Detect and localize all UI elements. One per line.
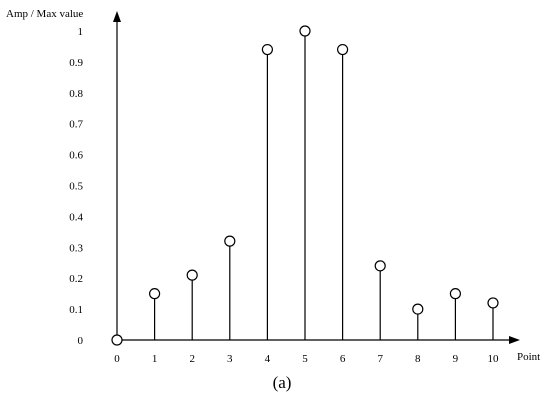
stem-marker xyxy=(186,269,198,281)
stem-marker xyxy=(299,25,311,37)
x-tick-label: 0 xyxy=(114,353,120,365)
y-axis-title: Amp / Max value xyxy=(6,8,83,20)
y-tick-label: 0.1 xyxy=(69,304,83,316)
y-tick-label: 0.8 xyxy=(69,88,83,100)
stem-marker xyxy=(337,43,349,56)
y-tick-label: 0.5 xyxy=(69,181,83,193)
x-tick-label: 3 xyxy=(227,353,233,365)
stem-marker xyxy=(261,43,273,56)
figure-caption: (a) xyxy=(273,373,292,392)
stems xyxy=(111,25,499,346)
x-tick-label: 9 xyxy=(453,353,459,365)
stem-marker xyxy=(449,288,461,300)
y-tick-label: 0.6 xyxy=(69,150,83,162)
y-axis-arrow xyxy=(113,11,121,22)
x-tick-label: 1 xyxy=(152,353,158,365)
stem-marker xyxy=(374,260,386,272)
stem-marker xyxy=(487,297,499,309)
y-tick-label: 0.3 xyxy=(69,242,83,254)
x-tick-label: 8 xyxy=(415,353,421,365)
stem-marker xyxy=(149,288,161,300)
y-tick-label: 1 xyxy=(78,26,84,38)
y-tick-label: 0.9 xyxy=(69,57,83,69)
axes xyxy=(113,11,520,344)
x-axis-arrow xyxy=(509,336,520,344)
y-tick-label: 0.2 xyxy=(69,273,83,285)
y-tick-labels: 0 0.1 0.2 0.3 0.4 0.5 0.6 0.7 0.8 0.9 1 xyxy=(69,26,83,347)
x-tick-label: 5 xyxy=(302,353,308,365)
stem-marker xyxy=(224,235,236,247)
x-tick-label: 4 xyxy=(265,353,271,365)
y-tick-label: 0 xyxy=(78,335,84,347)
x-axis-title: Point xyxy=(517,351,540,363)
x-tick-label: 2 xyxy=(189,353,195,365)
y-tick-label: 0.7 xyxy=(69,119,83,131)
x-tick-labels: 0 1 2 3 4 5 6 7 8 9 10 xyxy=(114,353,499,365)
x-tick-label: 6 xyxy=(340,353,346,365)
x-tick-label: 10 xyxy=(488,353,500,365)
stem-marker xyxy=(412,303,424,315)
stem-marker xyxy=(111,334,123,346)
y-tick-label: 0.4 xyxy=(69,211,83,223)
x-tick-label: 7 xyxy=(377,353,383,365)
